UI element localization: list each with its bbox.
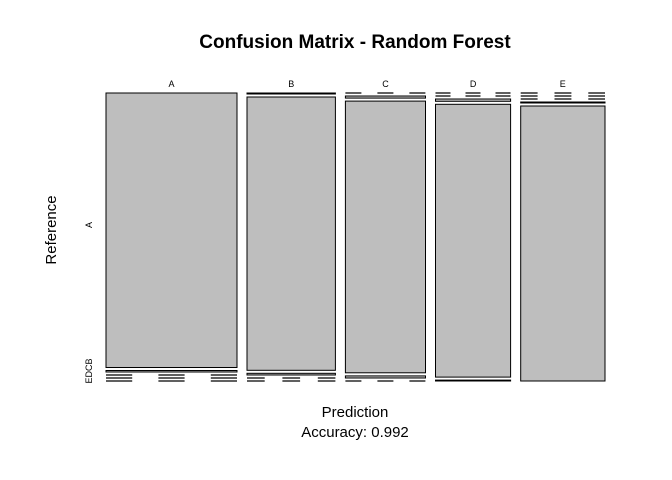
mosaic-cell — [520, 105, 606, 382]
mosaic-cell — [246, 372, 336, 376]
x-tick-label: D — [470, 79, 477, 89]
x-tick-label: E — [560, 79, 566, 89]
mosaic-cell — [246, 92, 336, 95]
y-tick-label: EDCB — [84, 358, 94, 383]
mosaic-cell — [246, 96, 336, 371]
mosaic-cell — [435, 379, 512, 382]
mosaic-cell — [105, 92, 238, 368]
x-axis-label: Prediction — [322, 404, 389, 421]
mosaic-cell — [105, 370, 238, 373]
mosaic-cell — [344, 375, 426, 379]
mosaic-cell — [435, 98, 512, 102]
x-tick-label: B — [288, 79, 294, 89]
mosaic-cell — [435, 103, 512, 378]
mosaic-cell — [520, 101, 606, 104]
accuracy-label: Accuracy: 0.992 — [301, 424, 409, 441]
y-tick-label: A — [84, 222, 94, 228]
mosaic-cell — [344, 95, 426, 99]
y-axis-label: Reference — [43, 195, 60, 264]
x-tick-label: C — [382, 79, 389, 89]
x-tick-label: A — [168, 79, 174, 89]
chart-title: Confusion Matrix - Random Forest — [199, 32, 511, 53]
chart-marks: A B C D E A EDCB — [84, 79, 606, 384]
mosaic-cell — [344, 100, 426, 374]
